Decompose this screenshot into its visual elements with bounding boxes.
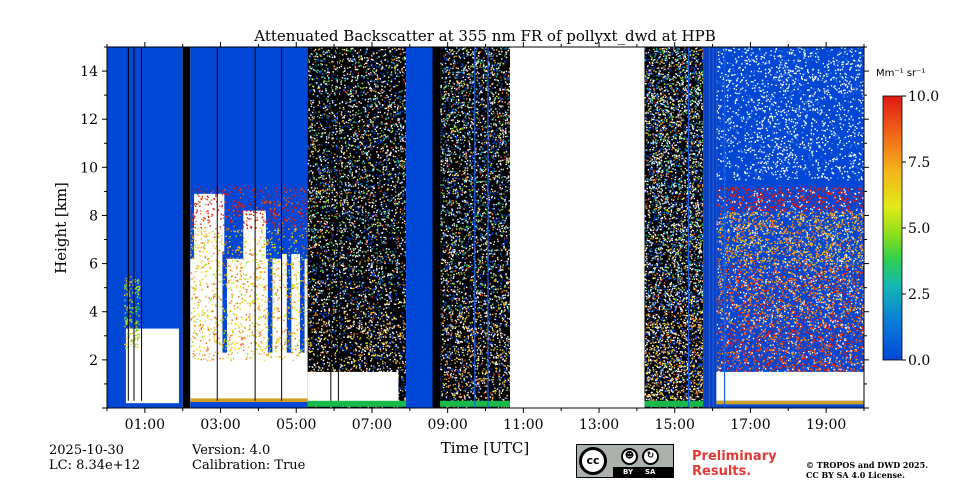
lc-label: LC: 8.34e+12 [49, 458, 140, 473]
footer-left: 2025-10-30 LC: 8.34e+12 [49, 443, 140, 473]
segment-mid-cloud-3-ground [190, 398, 307, 402]
calibration-label: Calibration: True [192, 458, 305, 473]
sa-label: SA [645, 467, 655, 477]
colorbar-tick-label-2: 5.0 [908, 221, 930, 237]
profile-line-0 [128, 47, 129, 401]
segment-clear-blue-0 [107, 47, 124, 408]
x-tick-label-1300: 13:00 [579, 417, 619, 433]
profile-line-5 [281, 47, 282, 401]
profile-line-6 [330, 47, 331, 401]
preliminary-results-note: Preliminary Results. [692, 449, 777, 479]
profile-line-blue-4 [713, 47, 714, 408]
profile-line-blue-1 [487, 47, 488, 408]
segment-black-gap-2 [183, 47, 191, 408]
profile-line-4 [255, 47, 256, 401]
profile-line-7 [338, 47, 339, 401]
by-label: BY [623, 467, 633, 477]
profile-line-2 [141, 47, 142, 401]
x-tick-label-0300: 03:00 [200, 417, 240, 433]
by-person-icon: ☻ [621, 448, 638, 465]
segment-aerosol-layer-11-ground [716, 401, 864, 405]
colorbar-ticks: 0.0 2.5 5.0 7.5 10.0 [902, 89, 939, 369]
profile-line-blue-5 [724, 47, 725, 408]
colorbar-tick-label-0: 0.0 [908, 353, 930, 369]
x-axis-label: Time [UTC] [441, 439, 530, 457]
colorbar [883, 96, 902, 360]
profile-line-blue-0 [474, 47, 475, 408]
profile-line-blue-3 [709, 47, 710, 408]
preliminary-line-2: Results. [692, 464, 777, 479]
x-tick-label-1100: 11:00 [503, 417, 543, 433]
y-tick-label-6: 6 [89, 257, 98, 273]
x-tick-label-1700: 17:00 [730, 417, 770, 433]
preliminary-line-1: Preliminary [692, 449, 777, 464]
segment-aerosol-layer-11-boundary [716, 372, 864, 401]
date-label: 2025-10-30 [49, 443, 140, 458]
sa-share-icon: ↻ [642, 448, 659, 465]
copyright-line-1: © TROPOS and DWD 2025. [806, 460, 928, 470]
segment-noisy-4-cloud [308, 372, 399, 402]
cc-license-badge: cc ☻ ↻ BY SA [576, 444, 674, 478]
plot-area [107, 47, 865, 409]
segment-clear-blue-5 [406, 47, 432, 408]
y-tick-label-2: 2 [89, 353, 98, 369]
segment-no-data-8 [510, 47, 644, 408]
x-tick-label-1500: 15:00 [655, 417, 695, 433]
profile-line-blue-2 [688, 47, 689, 408]
y-tick-label-8: 8 [89, 208, 98, 224]
colorbar-unit-label: Mm⁻¹ sr⁻¹ [876, 68, 925, 79]
chart-title: Attenuated Backscatter at 355 nm FR of p… [253, 27, 715, 45]
x-tick-label-1900: 19:00 [806, 417, 846, 433]
y-tick-label-10: 10 [80, 160, 98, 176]
x-tick-label-0500: 05:00 [276, 417, 316, 433]
footer-version: Version: 4.0 Calibration: True [192, 443, 305, 473]
segment-noisy-9-ground [644, 401, 703, 407]
backscatter-chart: Attenuated Backscatter at 355 nm FR of p… [0, 0, 960, 480]
y-tick-label-12: 12 [80, 112, 98, 128]
colorbar-tick-label-3: 7.5 [908, 155, 930, 171]
segment-mid-cloud-3-notch-3 [300, 252, 305, 353]
x-tick-label-0900: 09:00 [427, 417, 467, 433]
y-tick-label-4: 4 [89, 305, 98, 321]
profile-line-3 [217, 47, 218, 401]
segment-noisy-4-ground [308, 401, 406, 407]
cc-icon: cc [579, 447, 607, 475]
version-label: Version: 4.0 [192, 443, 305, 458]
profile-line-1 [133, 47, 134, 401]
x-tick-label-0700: 07:00 [352, 417, 392, 433]
colorbar-tick-label-1: 2.5 [908, 287, 930, 303]
colorbar-tick-label-4: 10.0 [908, 89, 939, 105]
x-tick-label-0100: 01:00 [125, 417, 165, 433]
segment-mid-cloud-3-notch-0 [222, 252, 227, 353]
y-axis-label: Height [km] [52, 182, 70, 274]
copyright-note: © TROPOS and DWD 2025. CC BY SA 4.0 Lice… [806, 460, 928, 480]
copyright-line-2: CC BY SA 4.0 License. [806, 470, 928, 480]
segment-black-gap-6 [433, 47, 441, 408]
y-tick-label-14: 14 [80, 64, 98, 80]
